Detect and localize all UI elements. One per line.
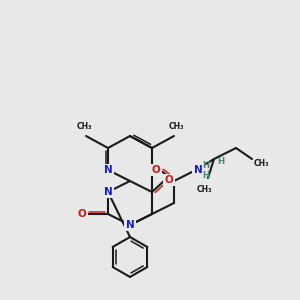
Text: H: H <box>202 160 210 169</box>
Text: CH₃: CH₃ <box>254 158 269 167</box>
Text: CH₃: CH₃ <box>196 185 212 194</box>
Text: N: N <box>126 220 134 230</box>
Text: N: N <box>103 187 112 197</box>
Text: O: O <box>165 175 173 185</box>
Text: O: O <box>78 209 86 219</box>
Text: N: N <box>103 165 112 175</box>
Text: H: H <box>202 172 210 181</box>
Text: CH₃: CH₃ <box>168 122 184 131</box>
Text: H: H <box>218 158 225 166</box>
Text: O: O <box>152 165 160 175</box>
Text: N: N <box>194 165 202 175</box>
Text: CH₃: CH₃ <box>76 122 92 131</box>
